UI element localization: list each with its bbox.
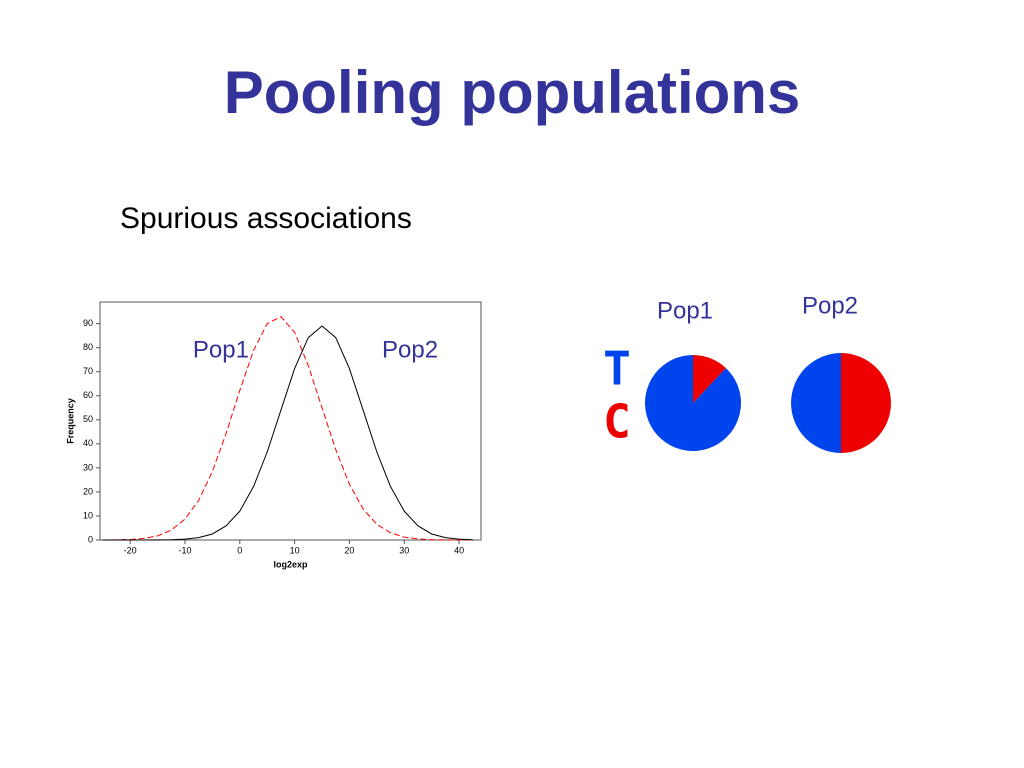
y-tick-label: 30 xyxy=(83,462,93,472)
pie-slice xyxy=(841,353,891,453)
slide-title: Pooling populations xyxy=(224,59,801,126)
x-tick-label: 0 xyxy=(237,545,242,555)
y-tick-label: 70 xyxy=(83,366,93,376)
x-axis-label: log2exp xyxy=(273,559,308,569)
pie-slice xyxy=(693,355,726,403)
line-series xyxy=(102,325,473,541)
x-tick-label: 10 xyxy=(290,545,300,555)
legend-label: C xyxy=(603,395,631,449)
y-tick-label: 0 xyxy=(88,534,93,544)
pie-slice xyxy=(645,355,742,452)
x-tick-label: 20 xyxy=(344,545,354,555)
legend-label: T xyxy=(603,342,631,396)
y-tick-label: 10 xyxy=(83,510,93,520)
y-axis-label: Frequency xyxy=(65,398,75,444)
slide-subtitle: Spurious associations xyxy=(120,202,412,235)
pie-slice xyxy=(791,353,841,453)
y-tick-label: 90 xyxy=(83,318,93,328)
series-label: Pop2 xyxy=(382,336,438,363)
x-tick-label: 40 xyxy=(454,545,464,555)
pie-title: Pop1 xyxy=(657,297,713,324)
x-tick-label: -10 xyxy=(178,545,191,555)
pie-title: Pop2 xyxy=(802,292,858,319)
y-tick-label: 50 xyxy=(83,414,93,424)
x-tick-label: 30 xyxy=(399,545,409,555)
y-tick-label: 60 xyxy=(83,390,93,400)
plot-frame xyxy=(99,301,482,541)
y-tick-label: 80 xyxy=(83,342,93,352)
line-series xyxy=(102,316,473,541)
y-tick-label: 40 xyxy=(83,438,93,448)
x-tick-label: -20 xyxy=(124,545,137,555)
y-tick-label: 20 xyxy=(83,486,93,496)
series-label: Pop1 xyxy=(193,336,249,363)
